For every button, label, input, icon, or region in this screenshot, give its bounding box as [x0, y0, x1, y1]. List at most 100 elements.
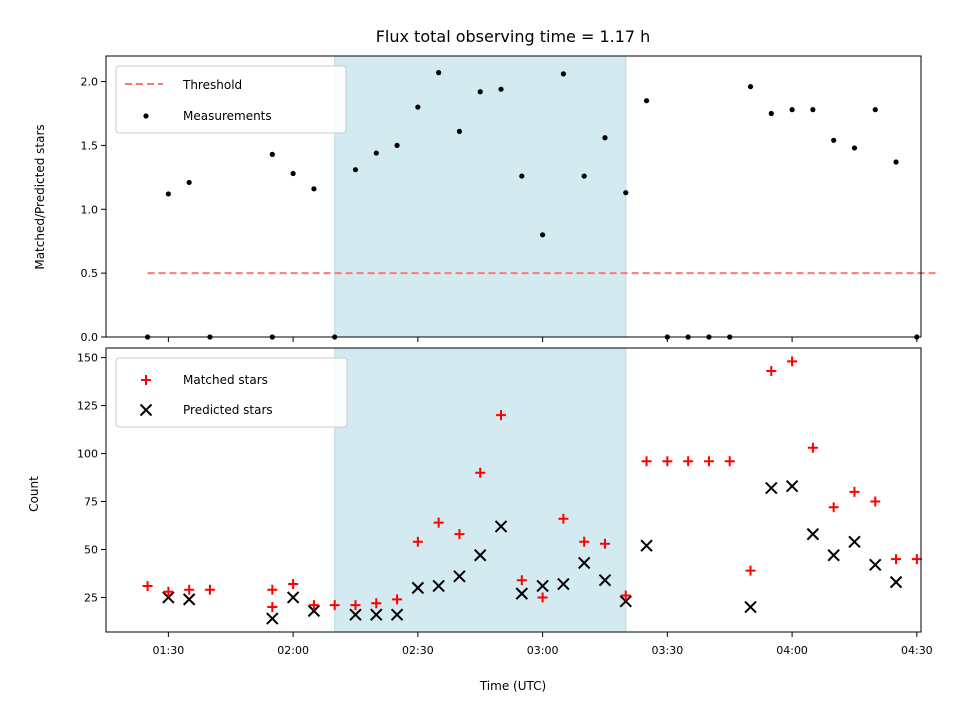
measurement-point: [872, 107, 878, 113]
x-tick-label: 01:30: [153, 644, 185, 657]
measurement-point: [560, 71, 566, 77]
matched-point: [766, 366, 777, 377]
matched-point: [599, 538, 610, 549]
predicted-point: [744, 600, 757, 614]
predicted-point: [889, 575, 903, 589]
measurement-point: [290, 170, 296, 177]
predicted-point: [307, 604, 321, 618]
y-tick-label: 125: [77, 400, 98, 413]
measurement-point: [602, 135, 608, 141]
predicted-point: [266, 612, 279, 625]
predicted-point: [349, 608, 362, 621]
matched-point: [267, 602, 278, 613]
predicted-point: [869, 558, 882, 572]
threshold-legend-label: Threshold: [182, 78, 242, 92]
matched-point: [558, 513, 569, 524]
bottom-shaded-region: [334, 347, 627, 633]
predicted-point: [390, 608, 404, 621]
matched-point: [329, 600, 340, 611]
matched-point: [516, 575, 527, 586]
matched-point: [537, 592, 548, 603]
measurement-point: [851, 145, 858, 151]
y-tick-label: 50: [84, 543, 98, 556]
shaded-span: [334, 55, 627, 338]
matched-point: [579, 536, 590, 547]
x-tick-label: 04:00: [776, 644, 808, 657]
matched-point: [683, 456, 694, 467]
top-y-axis: 0.0 0.5 1.0 1.5 2.0: [81, 76, 106, 344]
measurement-point: [519, 173, 525, 179]
measurements-legend-swatch: [143, 113, 149, 119]
y-tick-label: 1.5: [81, 139, 99, 152]
predicted-point: [619, 595, 632, 608]
matched-point: [371, 598, 382, 609]
measurement-point: [394, 142, 400, 149]
matched-point: [662, 456, 673, 467]
matched-point: [496, 410, 507, 421]
measurement-point: [831, 137, 837, 143]
matched-point: [392, 594, 403, 605]
measurement-point: [643, 98, 650, 104]
predicted-point: [806, 527, 820, 541]
measurements-legend-label: Measurements: [183, 109, 272, 123]
predicted-point: [577, 556, 591, 570]
x-tick-label: 04:30: [901, 644, 933, 657]
measurement-point: [269, 151, 275, 157]
bottom-axes-frame: [105, 347, 922, 633]
matched-point: [745, 565, 756, 576]
predicted-point: [848, 535, 861, 549]
measurement-point: [810, 107, 816, 113]
predicted-point: [182, 593, 196, 606]
matched-point: [724, 456, 735, 467]
predicted-point: [515, 587, 529, 600]
x-axis-label: Time (UTC): [479, 679, 546, 693]
predicted-point: [557, 577, 570, 591]
matched-point: [828, 502, 839, 513]
measurement-point: [436, 70, 442, 76]
y-tick-label: 1.0: [81, 203, 99, 216]
measurement-point: [165, 191, 171, 197]
shaded-span: [334, 347, 627, 633]
bottom-y-label: Count: [27, 476, 41, 512]
matched-point: [620, 590, 631, 601]
matched-point: [475, 467, 486, 478]
predicted-point: [286, 591, 300, 604]
matched-point: [911, 554, 922, 565]
measurement-point: [893, 159, 899, 165]
matched-point: [184, 584, 195, 595]
measurement-point: [540, 232, 546, 238]
predicted-point: [827, 549, 840, 562]
measurement-point: [789, 107, 795, 113]
matched-point: [204, 584, 215, 595]
bottom-panel: 25 50 75 100 125 150 01:30 02:00 02:30 03:00 03:3…: [27, 347, 933, 693]
matched-legend-swatch: [141, 375, 151, 385]
x-tick-label: 03:00: [527, 644, 559, 657]
matched-point: [267, 584, 278, 595]
y-tick-label: 0.5: [81, 267, 99, 280]
matched-legend-label: Matched stars: [183, 373, 268, 387]
measurement-point: [498, 86, 504, 92]
measurement-point: [477, 89, 483, 95]
bottom-legend: Matched stars Predicted stars: [115, 357, 348, 428]
predicted-point: [370, 608, 383, 621]
matched-point: [350, 600, 361, 611]
matched-point: [807, 442, 818, 453]
matched-legend-marker: [141, 375, 151, 385]
predicted-point: [453, 570, 466, 583]
matched-point: [454, 529, 465, 540]
predicted-point: [536, 579, 549, 593]
predicted-legend-marker: [139, 403, 153, 417]
predicted-point: [432, 579, 445, 593]
top-x-axis: [167, 337, 918, 342]
top-y-label: Matched/Predicted stars: [33, 124, 47, 269]
matched-point: [787, 356, 798, 367]
top-panel: 0.00.51.01.52.0 Matched/Predicted stars …: [33, 55, 938, 344]
predicted-legend-swatch: [139, 403, 153, 417]
matched-stars-series: [142, 356, 922, 613]
matched-point: [891, 554, 902, 565]
matched-point: [703, 456, 714, 467]
measurement-point: [311, 186, 317, 192]
y-tick-label: 0.0: [81, 331, 99, 344]
measurement-point: [456, 128, 463, 134]
